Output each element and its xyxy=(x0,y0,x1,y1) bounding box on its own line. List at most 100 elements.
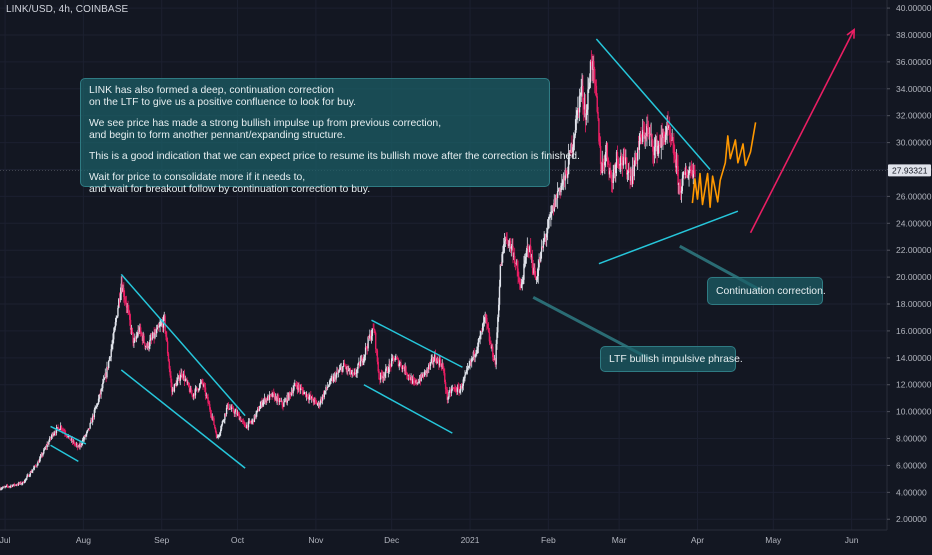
trendline-pennant-top xyxy=(595,38,711,170)
candle-body xyxy=(400,363,402,368)
candle-body xyxy=(512,245,514,257)
trendline-channel-3-top xyxy=(371,319,463,368)
analysis-note[interactable]: LINK has also formed a deep, continuatio… xyxy=(80,78,580,195)
candle-body xyxy=(133,341,135,343)
candle-body xyxy=(287,395,289,400)
candle-body xyxy=(643,131,646,139)
candle-body xyxy=(187,382,190,387)
candle-body xyxy=(208,402,210,405)
candle-body xyxy=(246,424,248,429)
candle-body xyxy=(126,306,128,308)
candle-body xyxy=(551,211,553,213)
candle-body xyxy=(176,381,178,387)
candle-body xyxy=(449,390,452,394)
time-tick-label: Sep xyxy=(154,535,169,545)
candle-body xyxy=(577,108,580,113)
candle-body xyxy=(233,411,235,414)
candle-body xyxy=(291,392,293,394)
candle-body xyxy=(606,142,609,159)
ltf-impulse-callout[interactable]: LTF bullish impulsive phrase. xyxy=(600,346,743,372)
candle-body xyxy=(319,403,321,406)
candle-body xyxy=(117,307,119,317)
candle-body xyxy=(424,370,427,372)
candle-body xyxy=(594,69,596,82)
candle-body xyxy=(559,188,561,193)
candle-body xyxy=(79,443,81,448)
candle-body xyxy=(342,362,345,367)
candle-body xyxy=(626,157,628,175)
candle-body xyxy=(481,331,483,332)
candle-body xyxy=(436,358,438,364)
target-arrow-shaft xyxy=(749,29,855,234)
candle-body xyxy=(100,388,102,395)
candle-body xyxy=(630,176,632,181)
candle-body xyxy=(223,419,225,421)
candle-body xyxy=(513,255,516,264)
price-tick-label: 30.00000 xyxy=(896,138,932,148)
candle-body xyxy=(610,171,612,175)
candle-body xyxy=(218,434,220,437)
candle-body xyxy=(639,133,641,141)
candle-body xyxy=(443,369,445,374)
symbol-title[interactable]: LINK/USD, 4h, COINBASE xyxy=(6,4,129,15)
candle-body xyxy=(668,126,671,135)
candle-body xyxy=(357,364,359,369)
candle-body xyxy=(136,335,139,337)
price-tick-label: 24.00000 xyxy=(896,218,932,228)
candle-body xyxy=(27,474,30,477)
time-tick-label: Dec xyxy=(384,535,400,545)
candle-body xyxy=(237,412,240,415)
candle-body xyxy=(220,424,223,430)
candle-body xyxy=(524,256,527,261)
candle-body xyxy=(524,260,526,264)
candle-body xyxy=(678,182,680,186)
candle-body xyxy=(547,219,550,229)
candle-body xyxy=(543,238,545,241)
candle-body xyxy=(461,385,464,389)
candle-body xyxy=(149,339,151,347)
candle-body xyxy=(660,134,662,148)
candle-body xyxy=(536,276,539,280)
candle-body xyxy=(493,359,496,361)
candle-body xyxy=(521,282,523,285)
candle-body xyxy=(219,432,221,435)
candle-body xyxy=(294,383,297,385)
candle-body xyxy=(244,423,246,428)
candle-body xyxy=(195,387,197,389)
candle-body xyxy=(613,169,615,173)
candle-body xyxy=(145,346,147,348)
candle-body xyxy=(326,386,329,389)
candle-body xyxy=(251,421,253,423)
candle-body xyxy=(412,379,415,381)
candle-body xyxy=(680,190,683,193)
candle-body xyxy=(95,406,97,409)
candle-body xyxy=(209,409,212,414)
candle-body xyxy=(154,332,156,338)
candle-body xyxy=(534,267,536,277)
candle-body xyxy=(588,82,591,87)
candle-body xyxy=(35,465,37,467)
candle-body xyxy=(385,368,387,374)
candle-body xyxy=(323,392,326,398)
candle-body xyxy=(622,154,625,166)
candle-body xyxy=(43,449,46,450)
candle-body xyxy=(631,176,633,184)
time-tick-label: Mar xyxy=(612,535,627,545)
candle-body xyxy=(510,246,513,249)
candle-body xyxy=(455,391,458,393)
candle-body xyxy=(128,309,130,313)
candle-body xyxy=(212,416,214,419)
candle-body xyxy=(262,400,265,403)
candle-body xyxy=(530,256,533,258)
last-price-tag xyxy=(888,164,931,177)
candle-body xyxy=(609,171,611,175)
candle-body xyxy=(401,366,404,369)
candle-body xyxy=(375,349,378,351)
candle-body xyxy=(111,344,113,350)
continuation-correction-callout[interactable]: Continuation correction. xyxy=(707,277,826,305)
candle-body xyxy=(205,395,208,396)
candle-body xyxy=(636,157,638,161)
time-axis-bg xyxy=(0,530,932,550)
candle-body xyxy=(413,380,416,383)
candle-body xyxy=(557,189,560,191)
